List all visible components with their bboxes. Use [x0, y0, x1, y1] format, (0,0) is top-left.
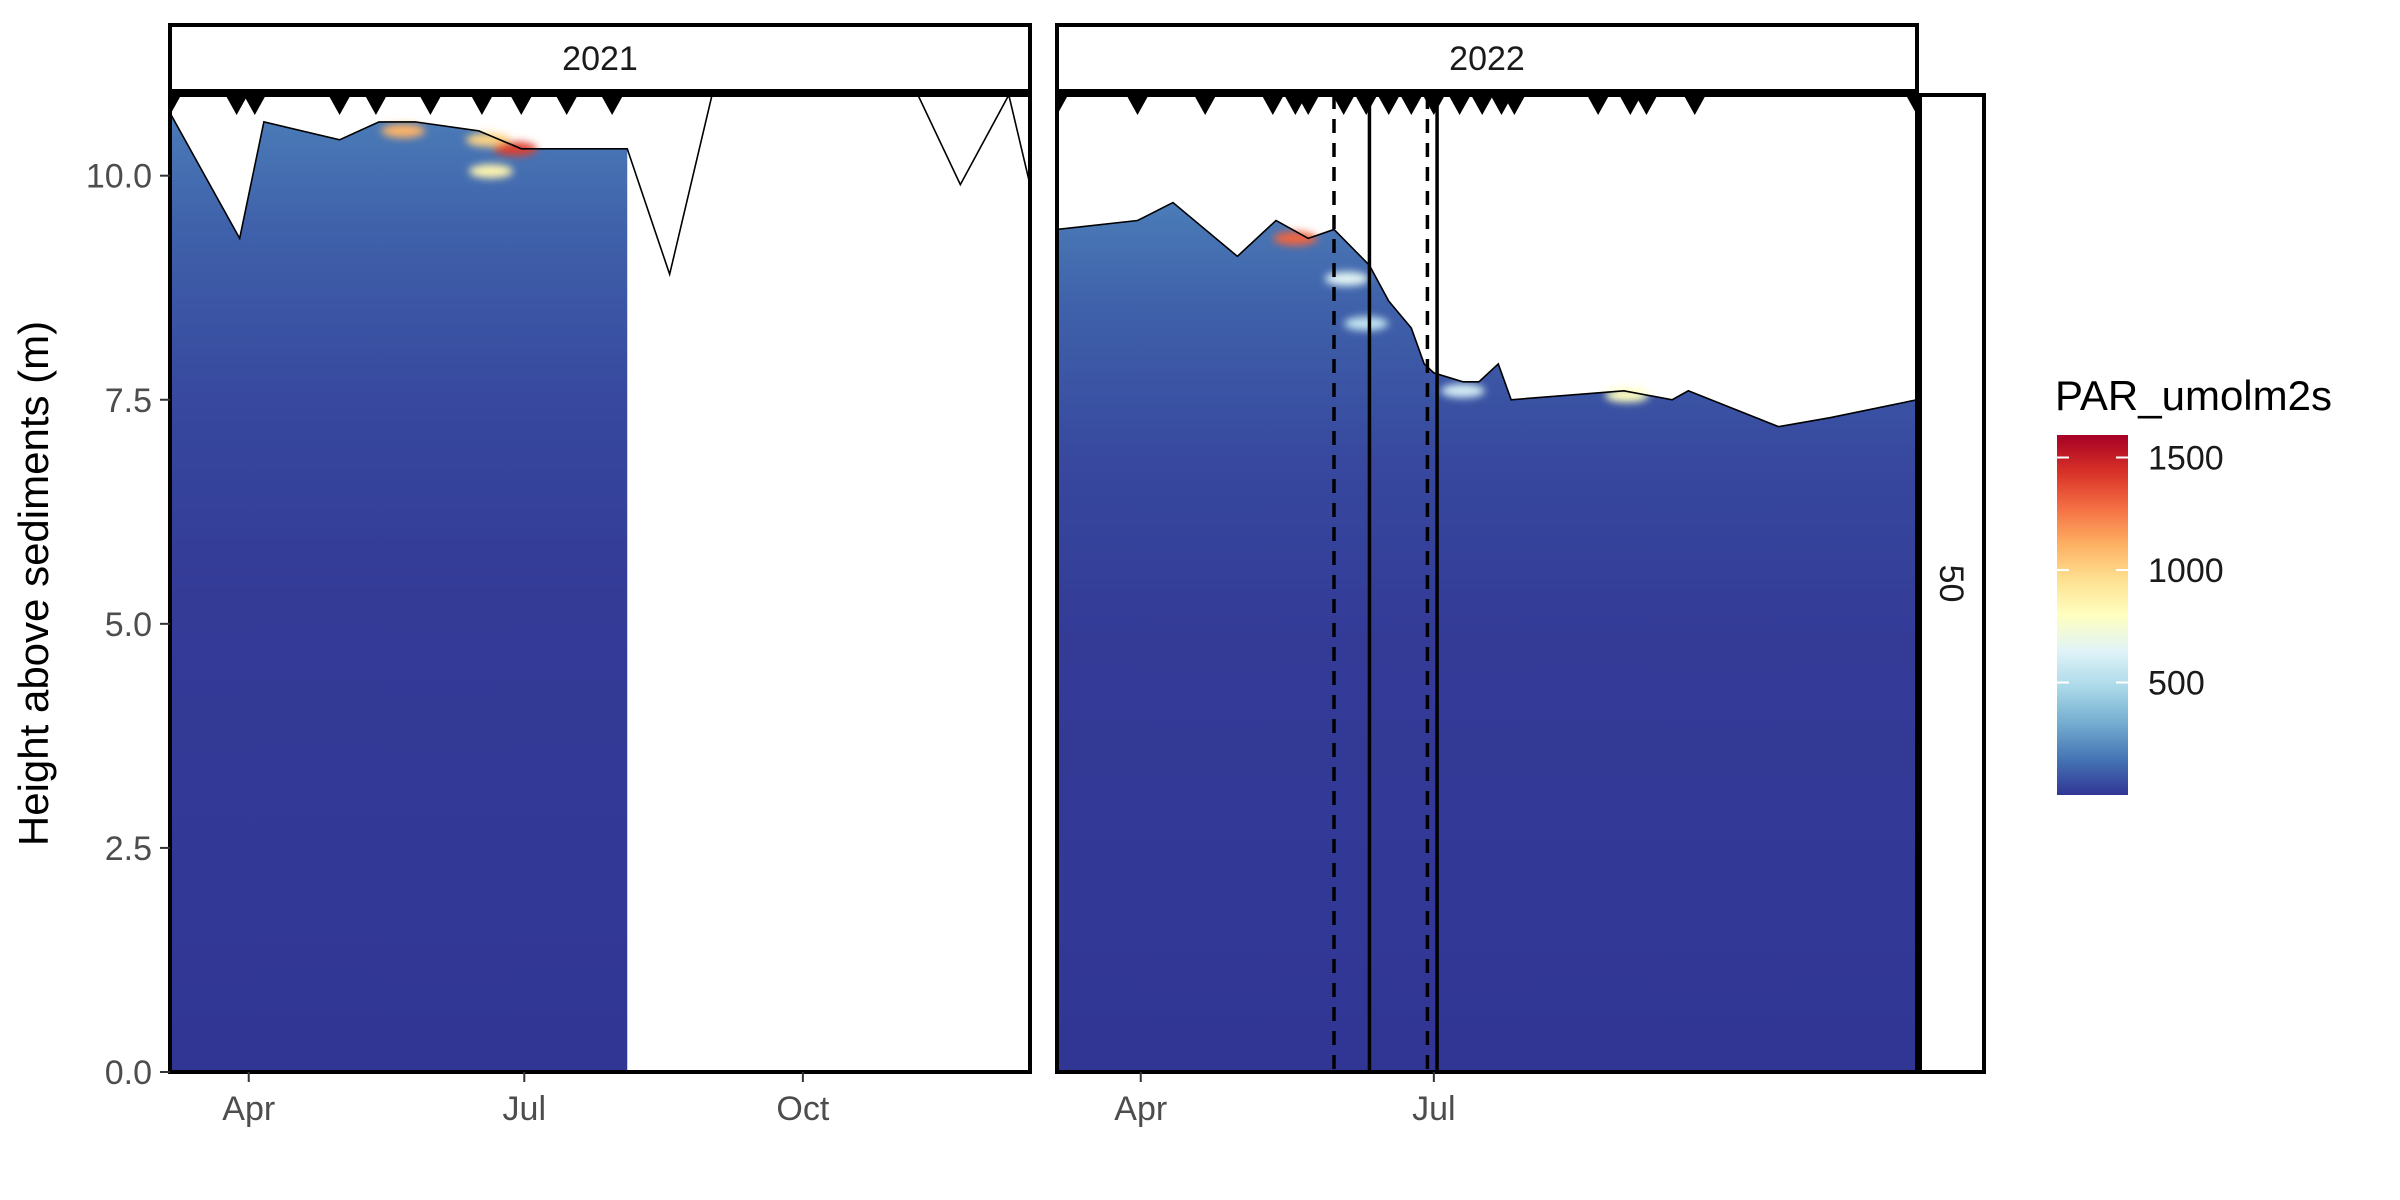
panel-2021: 2021 Apr Jul Oct — [168, 23, 1032, 1128]
par-hotspot — [1440, 383, 1485, 398]
sampling-marker — [170, 97, 180, 115]
panel-2022: 2022 Apr Jul — [1055, 23, 1919, 1128]
x-tick-label: Oct — [776, 1090, 829, 1128]
x-tick-label: Apr — [222, 1090, 275, 1128]
panel-strip-label: 2022 — [1449, 40, 1525, 78]
par-hotspot — [1344, 316, 1389, 331]
sampling-marker — [1057, 97, 1067, 115]
x-tick-label: Jul — [503, 1090, 546, 1128]
legend: PAR_umolm2s 500 1000 1500 — [2055, 372, 2332, 795]
sampling-marker — [1504, 97, 1525, 115]
x-tick-label: Apr — [1114, 1090, 1167, 1128]
y-tick-label: 0.0 — [105, 1054, 152, 1092]
sampling-marker — [1449, 97, 1470, 115]
sampling-marker — [420, 97, 441, 115]
surface-line — [170, 95, 1030, 278]
sampling-marker — [1684, 97, 1705, 115]
sampling-marker — [1378, 97, 1399, 115]
y-tick-label: 5.0 — [105, 606, 152, 644]
sampling-marker — [329, 97, 350, 115]
par-heatmap — [170, 112, 628, 1072]
sampling-marker — [1195, 97, 1216, 115]
sampling-marker — [1285, 97, 1306, 115]
par-hotspot — [493, 141, 538, 156]
y-tick-label: 7.5 — [105, 382, 152, 420]
sampling-marker — [556, 97, 577, 115]
sampling-marker — [365, 97, 386, 115]
par-hotspot — [468, 164, 513, 179]
sampling-marker — [1127, 97, 1148, 115]
sampling-marker — [602, 97, 623, 115]
row-strip-label: 50 — [1932, 565, 1970, 603]
legend-break-label: 500 — [2148, 665, 2205, 703]
sampling-marker — [1620, 97, 1641, 115]
panel-strip-label: 2021 — [562, 40, 638, 78]
sampling-marker — [471, 97, 492, 115]
y-tick-label: 2.5 — [105, 830, 152, 868]
par-heatmap — [1057, 202, 1917, 1072]
legend-colorbar — [2057, 435, 2128, 795]
sampling-marker — [1636, 97, 1657, 115]
sampling-marker — [244, 97, 265, 115]
par-hotspot — [1605, 388, 1650, 403]
sampling-marker — [1472, 97, 1493, 115]
y-tick-label: 10.0 — [86, 158, 152, 196]
legend-break-label: 1000 — [2148, 552, 2224, 590]
x-tick-label: Jul — [1412, 1090, 1455, 1128]
panel-strip — [1055, 23, 1919, 93]
sampling-marker — [226, 97, 247, 115]
sampling-marker — [1588, 97, 1609, 115]
par-hotspot — [1273, 231, 1318, 246]
sampling-marker — [1356, 97, 1377, 115]
sampling-marker — [1262, 97, 1283, 115]
y-axis: 0.0 2.5 5.0 7.5 10.0 — [86, 158, 170, 1092]
y-axis-title: Height above sediments (m) — [10, 321, 57, 846]
legend-title: PAR_umolm2s — [2055, 372, 2332, 419]
panel-strip — [168, 23, 1032, 93]
par-hotspot — [465, 132, 510, 147]
sampling-marker — [511, 97, 532, 115]
sampling-marker — [1491, 97, 1512, 115]
sampling-marker — [1401, 97, 1422, 115]
sampling-marker — [1333, 97, 1354, 115]
par-hotspot — [1324, 271, 1369, 286]
sampling-marker — [1298, 97, 1319, 115]
sampling-marker — [1907, 97, 1917, 115]
legend-break-label: 1500 — [2148, 440, 2224, 478]
sampling-marker — [1423, 97, 1444, 115]
row-strip: 50 — [1918, 93, 1986, 1074]
par-hotspot — [381, 123, 426, 138]
